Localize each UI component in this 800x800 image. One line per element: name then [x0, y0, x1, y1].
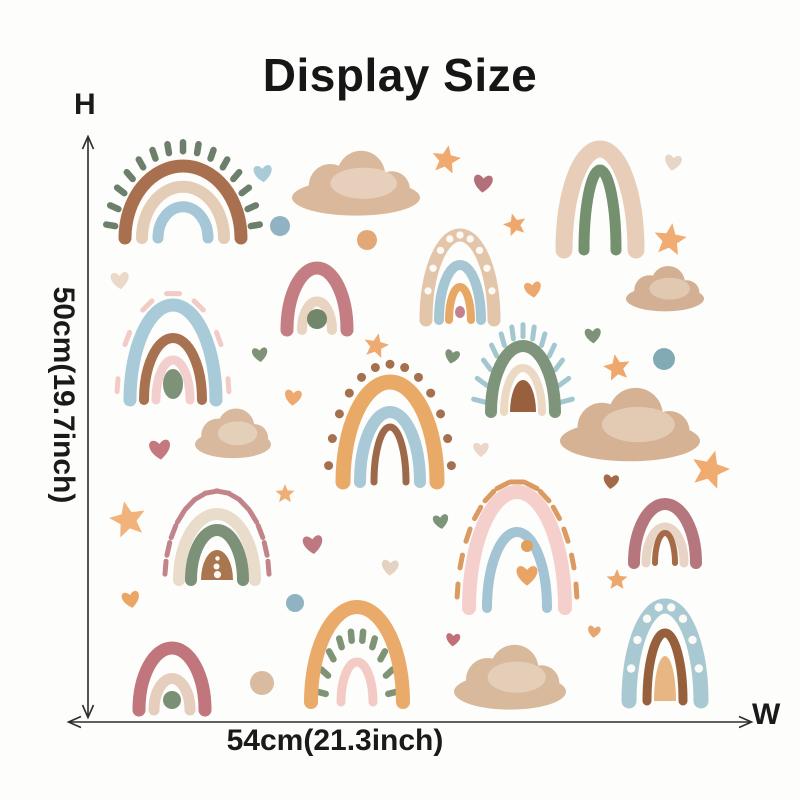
star-sticker — [503, 213, 526, 237]
rainbow-sticker — [471, 322, 575, 418]
rainbow-sticker — [454, 479, 580, 615]
heart-sticker — [121, 591, 139, 608]
heart-sticker — [516, 566, 538, 586]
star-sticker — [606, 569, 628, 589]
cloud-sticker — [454, 644, 566, 710]
heart-sticker — [665, 154, 682, 171]
heart-sticker — [473, 174, 493, 193]
heart-sticker — [524, 281, 541, 298]
rainbow-sticker — [621, 598, 709, 709]
height-dimension-value: 50cm(19.7inch) — [47, 286, 80, 504]
dot-sticker — [357, 230, 377, 250]
heart-sticker — [253, 165, 272, 183]
heart-sticker — [149, 439, 171, 460]
heart-sticker — [302, 535, 323, 554]
dot-sticker — [250, 671, 274, 695]
dot-sticker — [653, 348, 675, 370]
star-sticker — [654, 223, 687, 255]
heart-sticker — [473, 442, 489, 457]
cloud-sticker — [560, 387, 700, 462]
heart-sticker — [588, 625, 601, 638]
width-axis-label: W — [752, 698, 781, 731]
heart-sticker — [432, 514, 449, 529]
rainbow-sticker — [419, 228, 501, 327]
star-sticker — [109, 501, 145, 538]
heart-sticker — [584, 328, 601, 344]
page-title: Display Size — [262, 49, 538, 101]
rainbow-sticker — [555, 140, 645, 259]
heart-sticker — [252, 347, 268, 362]
dot-sticker — [286, 594, 304, 612]
rainbow-sticker — [162, 488, 272, 586]
rainbow-sticker — [103, 139, 263, 245]
dot-sticker — [521, 540, 533, 552]
rainbow-sticker — [628, 498, 702, 569]
cloud-sticker — [292, 150, 420, 216]
rainbow-sticker — [280, 261, 354, 337]
heart-sticker — [603, 474, 619, 489]
rainbow-sticker — [114, 291, 232, 407]
heart-sticker — [285, 389, 302, 406]
height-axis-label: H — [74, 88, 96, 121]
star-sticker — [693, 450, 730, 489]
width-dimension-arrow — [66, 715, 754, 729]
rainbow-sticker — [132, 641, 212, 717]
heart-sticker — [445, 349, 460, 364]
rainbow-sticker — [304, 600, 410, 709]
dot-sticker — [270, 216, 290, 236]
heart-sticker — [446, 633, 461, 647]
star-sticker — [275, 484, 295, 503]
rainbow-sticker — [324, 359, 456, 490]
width-dimension-value: 54cm(21.3inch) — [226, 724, 444, 757]
cloud-sticker — [626, 265, 704, 312]
height-dimension-arrow — [81, 134, 95, 720]
star-sticker — [603, 354, 630, 381]
star-sticker — [432, 145, 461, 174]
heart-sticker — [381, 559, 399, 576]
cloud-sticker — [195, 408, 271, 459]
heart-sticker — [110, 272, 129, 290]
star-sticker — [364, 333, 389, 358]
